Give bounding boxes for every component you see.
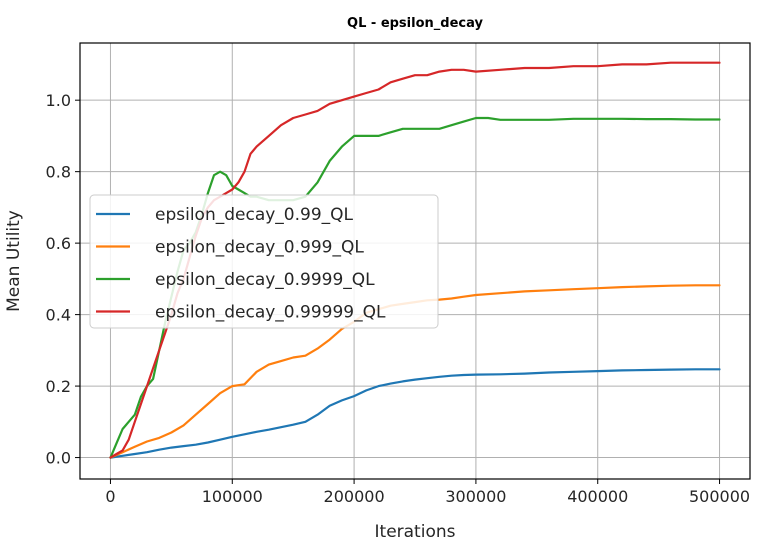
x-tick-label: 300000	[445, 487, 506, 506]
x-tick-label: 500000	[689, 487, 750, 506]
x-tick-label: 0	[105, 487, 115, 506]
series-line-3	[109, 61, 721, 459]
legend-label: epsilon_decay_0.99999_QL	[155, 303, 386, 323]
x-tick-label: 200000	[324, 487, 385, 506]
legend: epsilon_decay_0.99_QL epsilon_decay_0.999…	[89, 194, 439, 329]
legend-label: epsilon_decay_0.9999_QL	[155, 270, 375, 290]
legend-label: epsilon_decay_0.99_QL	[155, 205, 354, 225]
x-tick-label: 100000	[202, 487, 263, 506]
y-tick-label: 0.8	[46, 163, 71, 182]
x-axis-label: Iterations	[375, 522, 456, 542]
axis-ticks: 0 100000 200000 300000 400000 500000 0.0 0.2 0.4…	[46, 91, 751, 506]
y-tick-label: 0.6	[46, 234, 71, 253]
x-tick-label: 400000	[567, 487, 628, 506]
chart-title: QL - epsilon_decay	[347, 16, 483, 31]
y-tick-label: 0.0	[46, 449, 71, 468]
y-tick-label: 1.0	[46, 91, 71, 110]
legend-box	[89, 194, 439, 329]
y-axis-label: Mean Utility	[4, 210, 24, 312]
series-line-0	[109, 368, 721, 459]
legend-label: epsilon_decay_0.999_QL	[155, 238, 364, 258]
y-tick-label: 0.2	[46, 377, 71, 396]
y-tick-label: 0.4	[46, 306, 71, 325]
axes-frame	[79, 42, 751, 480]
